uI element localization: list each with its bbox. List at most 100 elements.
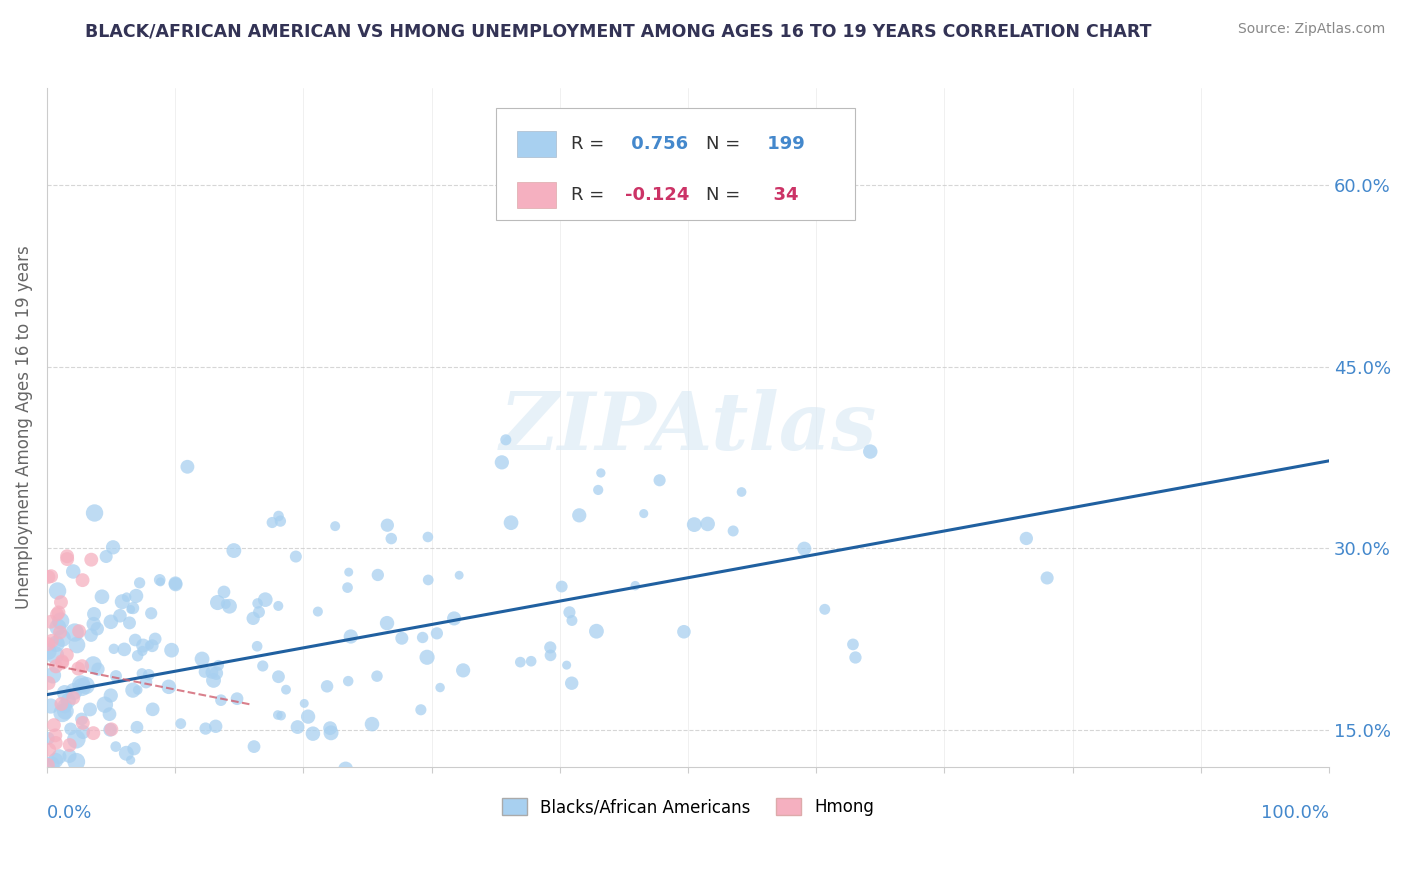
- Point: [267, 670, 290, 684]
- Point: [51, 631, 73, 645]
- Point: [122, 601, 145, 615]
- Point: [45, 736, 67, 750]
- Point: [72, 715, 94, 730]
- Point: [44, 728, 66, 742]
- Point: [141, 639, 163, 653]
- Point: [429, 681, 451, 695]
- Point: [37, 645, 59, 659]
- Point: [226, 691, 249, 706]
- Point: [586, 483, 609, 497]
- Point: [121, 683, 143, 698]
- Point: [377, 781, 399, 796]
- Point: [222, 543, 245, 558]
- Text: -0.124: -0.124: [626, 186, 689, 203]
- Point: [58, 693, 80, 707]
- Point: [104, 739, 127, 754]
- Point: [53, 699, 76, 714]
- Point: [337, 565, 360, 579]
- Point: [59, 722, 82, 736]
- Point: [46, 620, 69, 634]
- Point: [58, 784, 80, 798]
- Point: [191, 652, 214, 666]
- Point: [267, 708, 290, 723]
- Point: [246, 596, 269, 610]
- Point: [135, 675, 157, 690]
- Point: [91, 590, 114, 604]
- Point: [859, 444, 882, 458]
- Point: [72, 573, 94, 587]
- Point: [67, 624, 90, 639]
- Point: [124, 632, 146, 647]
- Point: [108, 608, 131, 623]
- Point: [46, 607, 69, 622]
- Point: [212, 585, 235, 599]
- Point: [499, 516, 522, 530]
- Point: [451, 664, 474, 678]
- Point: [46, 584, 69, 599]
- Point: [48, 749, 70, 764]
- Point: [380, 532, 402, 546]
- FancyBboxPatch shape: [496, 109, 855, 220]
- Text: 199: 199: [761, 135, 804, 153]
- Point: [633, 507, 655, 521]
- Point: [87, 784, 110, 798]
- Point: [115, 591, 138, 605]
- Point: [53, 704, 76, 718]
- Point: [98, 707, 121, 722]
- Point: [274, 682, 297, 697]
- Point: [683, 517, 706, 532]
- Point: [589, 466, 612, 480]
- Legend: Blacks/African Americans, Hmong: Blacks/African Americans, Hmong: [495, 791, 880, 822]
- Point: [70, 712, 93, 726]
- Point: [80, 552, 103, 566]
- Point: [131, 644, 153, 658]
- Point: [844, 650, 866, 665]
- Point: [209, 693, 232, 707]
- Text: N =: N =: [706, 135, 747, 153]
- Point: [520, 654, 543, 668]
- Point: [323, 519, 346, 533]
- Point: [37, 637, 59, 651]
- Point: [201, 665, 224, 680]
- Point: [426, 626, 449, 640]
- Point: [112, 642, 135, 657]
- Point: [111, 777, 134, 791]
- Point: [131, 666, 153, 681]
- Point: [75, 784, 97, 798]
- FancyBboxPatch shape: [517, 131, 555, 157]
- Point: [149, 573, 172, 587]
- Point: [367, 568, 389, 582]
- Point: [1036, 571, 1059, 585]
- Point: [63, 625, 86, 640]
- Point: [558, 605, 581, 619]
- Point: [269, 514, 291, 528]
- Point: [39, 699, 62, 714]
- Point: [83, 607, 105, 621]
- Point: [247, 605, 270, 619]
- Point: [215, 597, 238, 611]
- Point: [82, 657, 104, 672]
- Point: [37, 731, 59, 746]
- Point: [127, 683, 149, 698]
- FancyBboxPatch shape: [517, 182, 555, 208]
- Point: [138, 638, 160, 652]
- Point: [70, 680, 93, 694]
- Point: [41, 757, 63, 772]
- Point: [38, 676, 60, 690]
- Point: [100, 615, 122, 629]
- Point: [149, 574, 172, 589]
- Point: [66, 638, 89, 652]
- Point: [267, 599, 290, 613]
- Text: R =: R =: [571, 186, 610, 203]
- Point: [201, 784, 224, 798]
- Point: [194, 665, 217, 679]
- Point: [730, 485, 752, 500]
- Point: [270, 708, 292, 723]
- Point: [449, 568, 471, 582]
- Point: [42, 718, 65, 732]
- Point: [297, 709, 319, 723]
- Point: [118, 615, 141, 630]
- Text: 0.756: 0.756: [626, 135, 689, 153]
- Point: [96, 549, 118, 564]
- Text: 100.0%: 100.0%: [1261, 804, 1329, 822]
